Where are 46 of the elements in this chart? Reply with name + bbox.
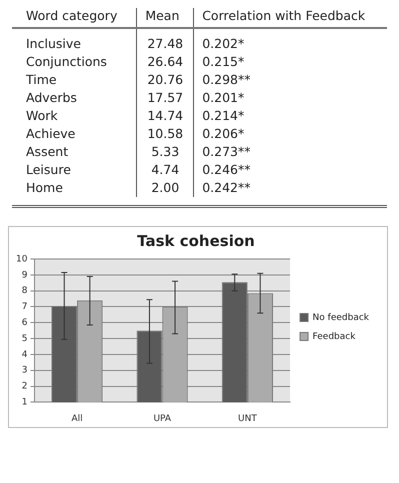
x-tick-label: All <box>71 414 83 424</box>
y-tick-label: 6 <box>22 318 28 328</box>
y-tick-label: 1 <box>22 398 28 408</box>
y-tick-label: 9 <box>22 270 28 280</box>
legend-label: Feedback <box>312 332 356 342</box>
data-label: 5.33 <box>136 143 194 161</box>
y-tick-label: 7 <box>22 302 28 312</box>
legend-label: No feedback <box>312 312 370 323</box>
text: Word category <box>12 8 137 28</box>
y-tick-label: 8 <box>22 286 28 296</box>
y-tick-label: 3 <box>22 366 28 376</box>
text: Correlation with Feedback <box>201 8 366 25</box>
data-label: 4.74 <box>136 161 194 179</box>
data-label: 14.74 <box>136 107 194 125</box>
category-label: Work <box>12 107 137 125</box>
y-tick-label: 10 <box>16 254 28 264</box>
data-label: 17.57 <box>136 89 194 107</box>
data-label: 0.273** <box>201 143 252 161</box>
data-label: 26.64 <box>136 53 194 71</box>
category-label: Conjunctions <box>12 53 137 71</box>
category-label: Inclusive <box>12 28 137 53</box>
text: Mean <box>136 8 194 28</box>
data-label: 10.58 <box>136 125 194 143</box>
data-label: 0.206* <box>201 125 246 143</box>
x-tick-label: UPA <box>153 414 172 424</box>
x-tick-label: UNT <box>238 414 258 424</box>
data-label: 2.00 <box>136 179 194 197</box>
category-label: Home <box>12 179 137 197</box>
y-tick-label: 5 <box>22 334 28 344</box>
category-label: Assent <box>12 143 137 161</box>
data-label: 27.48 <box>136 28 194 53</box>
data-label: 0.242** <box>201 179 252 197</box>
data-label: 0.246** <box>201 161 252 179</box>
category-label: Achieve <box>12 125 137 143</box>
y-tick-label: 4 <box>22 350 28 360</box>
y-tick-label: 2 <box>22 382 28 392</box>
data-label: 0.202* <box>201 35 246 53</box>
chart-title: Task cohesion <box>137 232 255 250</box>
category-label: Adverbs <box>12 89 137 107</box>
data-label: 20.76 <box>136 71 194 89</box>
data-label: 0.298** <box>201 71 252 89</box>
category-label: Leisure <box>12 161 137 179</box>
data-label: 0.201* <box>201 89 246 107</box>
data-label: 0.214* <box>201 107 246 125</box>
category-label: Time <box>12 71 137 89</box>
data-label: 0.215* <box>201 53 246 71</box>
